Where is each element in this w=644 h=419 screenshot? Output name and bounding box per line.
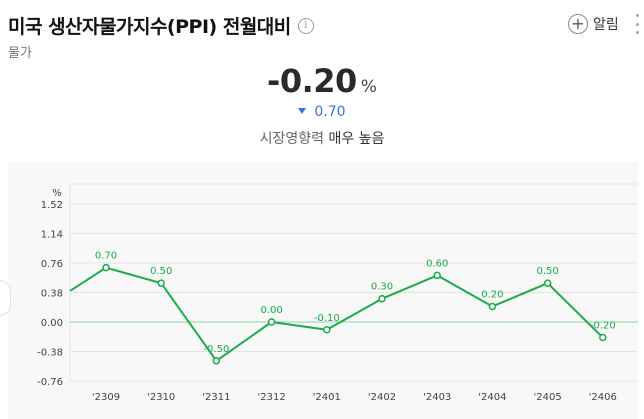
y-tick-label: 0.00 (41, 318, 63, 329)
y-tick-label: -0.76 (37, 377, 63, 388)
down-arrow-icon (298, 108, 307, 114)
change-row: 0.70 (0, 104, 644, 120)
x-tick-label: '2405 (533, 392, 561, 403)
chart-prev-handle[interactable] (0, 280, 11, 316)
data-point (212, 357, 221, 365)
info-icon[interactable]: i (297, 17, 314, 34)
chart-panel: % 1.52 1.14 0.76 0.38 0.00 -0.38 -0.76 '2309 '231… (8, 162, 638, 419)
data-point (102, 263, 110, 272)
current-value-row: -0.20% (0, 62, 644, 100)
data-point (267, 318, 276, 326)
y-axis-unit: % (52, 188, 62, 199)
data-label: -0.20 (590, 321, 616, 332)
alarm-button[interactable]: + 알림 (568, 14, 619, 34)
data-point (543, 279, 552, 287)
y-tick-label: 1.14 (41, 230, 63, 241)
y-tick-label: 0.38 (41, 289, 63, 300)
page-title: 미국 생산자물가지수(PPI) 전월대비 (8, 16, 291, 38)
x-tick-label: '2309 (92, 392, 120, 403)
market-impact-row: 시장영향력 매우 높음 (0, 128, 644, 148)
data-point (157, 279, 165, 287)
data-point (488, 302, 497, 311)
impact-level: 매우 높음 (328, 131, 385, 147)
x-tick-label: '2310 (147, 392, 175, 403)
data-point (323, 326, 331, 334)
data-label: 0.30 (371, 282, 393, 293)
data-label: -0.10 (314, 313, 340, 324)
x-tick-label: '2404 (478, 392, 506, 403)
x-tick-label: '2406 (589, 392, 617, 403)
data-label: 0.60 (426, 258, 448, 269)
data-label: 0.00 (260, 305, 282, 316)
y-tick-label: 0.76 (41, 259, 63, 270)
more-options-icon[interactable] (634, 14, 640, 34)
x-tick-label: '2403 (423, 392, 451, 403)
data-point (378, 294, 386, 303)
y-tick-label: -0.38 (37, 348, 63, 359)
data-point (433, 271, 441, 280)
x-tick-label: '2311 (202, 392, 230, 403)
alarm-label: 알림 (593, 17, 619, 33)
value-unit: % (360, 77, 377, 97)
data-point (599, 333, 607, 342)
x-tick-label: '2312 (257, 392, 285, 403)
data-label: 0.70 (95, 251, 117, 262)
data-label: 0.20 (481, 289, 503, 300)
title-row: 미국 생산자물가지수(PPI) 전월대비 i (8, 12, 314, 39)
line-chart: %1.52 1.14 0.76 0.38 0.00 -0.38 -0.76 '2309 '231… (37, 183, 638, 403)
x-tick-label: '2401 (313, 392, 341, 403)
data-label: 0.50 (536, 266, 558, 277)
data-label: 0.50 (150, 266, 172, 277)
data-label: -0.50 (203, 344, 229, 355)
y-tick-label: 1.52 (41, 200, 63, 211)
plus-icon: + (568, 14, 588, 34)
change-value: 0.70 (314, 104, 346, 120)
current-value: -0.20 (267, 62, 357, 100)
category-label: 물가 (8, 46, 32, 61)
x-tick-label: '2402 (368, 392, 396, 403)
impact-label: 시장영향력 (259, 131, 324, 147)
